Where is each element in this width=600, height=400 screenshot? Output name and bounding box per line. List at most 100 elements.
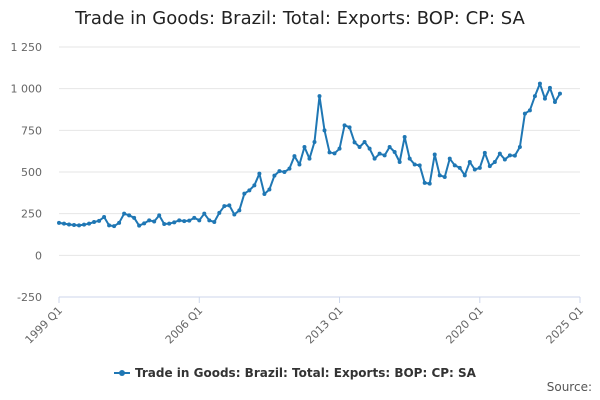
data-point[interactable]	[357, 145, 362, 149]
data-point[interactable]	[107, 223, 112, 228]
data-point[interactable]	[347, 125, 352, 130]
data-point[interactable]	[457, 165, 462, 170]
data-point[interactable]	[452, 163, 457, 168]
data-point[interactable]	[337, 146, 342, 151]
data-point[interactable]	[372, 156, 377, 161]
data-point[interactable]	[532, 94, 537, 99]
data-point[interactable]	[437, 173, 442, 178]
data-point[interactable]	[282, 170, 287, 174]
data-point[interactable]	[127, 213, 132, 218]
data-point[interactable]	[102, 215, 107, 219]
data-point[interactable]	[377, 151, 382, 156]
data-point[interactable]	[292, 154, 297, 159]
data-point[interactable]	[132, 215, 137, 220]
legend[interactable]: Trade in Goods: Brazil: Total: Exports: …	[114, 366, 477, 380]
data-point[interactable]	[177, 218, 182, 223]
data-point[interactable]	[422, 180, 427, 185]
data-point[interactable]	[207, 218, 212, 223]
data-point[interactable]	[542, 96, 547, 101]
data-point[interactable]	[402, 135, 407, 139]
data-point[interactable]	[492, 160, 497, 164]
data-point[interactable]	[97, 218, 102, 223]
data-point[interactable]	[327, 150, 332, 155]
data-point[interactable]	[552, 100, 557, 104]
data-point[interactable]	[222, 204, 227, 209]
data-point[interactable]	[272, 173, 277, 178]
data-point[interactable]	[182, 219, 187, 224]
data-point[interactable]	[167, 221, 172, 226]
data-point[interactable]	[252, 183, 257, 188]
data-point[interactable]	[512, 153, 517, 158]
data-point[interactable]	[212, 220, 217, 224]
data-point[interactable]	[197, 218, 202, 223]
data-point[interactable]	[467, 160, 472, 164]
data-point[interactable]	[447, 156, 452, 161]
data-point[interactable]	[77, 223, 82, 228]
data-point[interactable]	[392, 150, 397, 154]
data-point[interactable]	[112, 224, 117, 229]
data-point[interactable]	[417, 163, 422, 168]
data-point[interactable]	[117, 220, 122, 225]
data-point[interactable]	[302, 145, 307, 149]
data-point[interactable]	[397, 160, 402, 164]
data-point[interactable]	[142, 221, 147, 226]
data-point[interactable]	[527, 108, 532, 113]
data-point[interactable]	[462, 173, 467, 178]
data-point[interactable]	[407, 156, 412, 161]
data-point[interactable]	[297, 162, 302, 167]
data-point[interactable]	[217, 210, 222, 215]
data-point[interactable]	[267, 187, 272, 192]
data-point[interactable]	[257, 171, 262, 176]
data-point[interactable]	[247, 188, 252, 193]
data-point[interactable]	[537, 81, 542, 86]
data-point[interactable]	[137, 223, 142, 228]
data-point[interactable]	[147, 218, 152, 223]
data-point[interactable]	[237, 208, 242, 213]
data-point[interactable]	[202, 211, 207, 216]
data-point[interactable]	[352, 140, 357, 145]
data-point[interactable]	[497, 151, 502, 156]
data-point[interactable]	[387, 145, 392, 149]
data-point[interactable]	[262, 192, 267, 196]
data-point[interactable]	[82, 222, 87, 227]
data-point[interactable]	[57, 220, 61, 225]
data-point[interactable]	[432, 152, 437, 157]
data-point[interactable]	[342, 123, 347, 128]
data-point[interactable]	[187, 218, 192, 223]
data-point[interactable]	[322, 128, 327, 133]
data-point[interactable]	[72, 223, 77, 227]
data-point[interactable]	[87, 221, 92, 226]
data-point[interactable]	[482, 150, 487, 155]
data-point[interactable]	[332, 151, 337, 156]
data-point[interactable]	[517, 145, 522, 149]
data-point[interactable]	[382, 153, 387, 158]
data-point[interactable]	[487, 164, 492, 169]
data-point[interactable]	[192, 215, 197, 220]
data-point[interactable]	[62, 221, 67, 226]
data-point[interactable]	[157, 213, 162, 218]
data-point[interactable]	[277, 169, 282, 174]
data-point[interactable]	[362, 140, 367, 144]
data-point[interactable]	[67, 222, 72, 227]
data-point[interactable]	[307, 156, 312, 161]
data-point[interactable]	[152, 219, 157, 224]
data-point[interactable]	[477, 165, 482, 170]
data-point[interactable]	[427, 181, 432, 186]
data-point[interactable]	[227, 203, 232, 208]
data-point[interactable]	[172, 220, 177, 225]
data-point[interactable]	[442, 175, 447, 179]
legend-label[interactable]: Trade in Goods: Brazil: Total: Exports: …	[135, 366, 477, 380]
data-point[interactable]	[472, 167, 477, 172]
data-point[interactable]	[92, 220, 97, 224]
data-point[interactable]	[242, 191, 247, 196]
data-point[interactable]	[547, 85, 552, 90]
data-point[interactable]	[287, 166, 292, 171]
data-point[interactable]	[502, 157, 507, 162]
data-point[interactable]	[412, 162, 417, 167]
data-point[interactable]	[162, 222, 167, 226]
data-point[interactable]	[122, 211, 127, 216]
data-point[interactable]	[522, 111, 527, 116]
data-point[interactable]	[367, 146, 372, 151]
data-point[interactable]	[507, 153, 512, 158]
data-point[interactable]	[317, 94, 322, 99]
